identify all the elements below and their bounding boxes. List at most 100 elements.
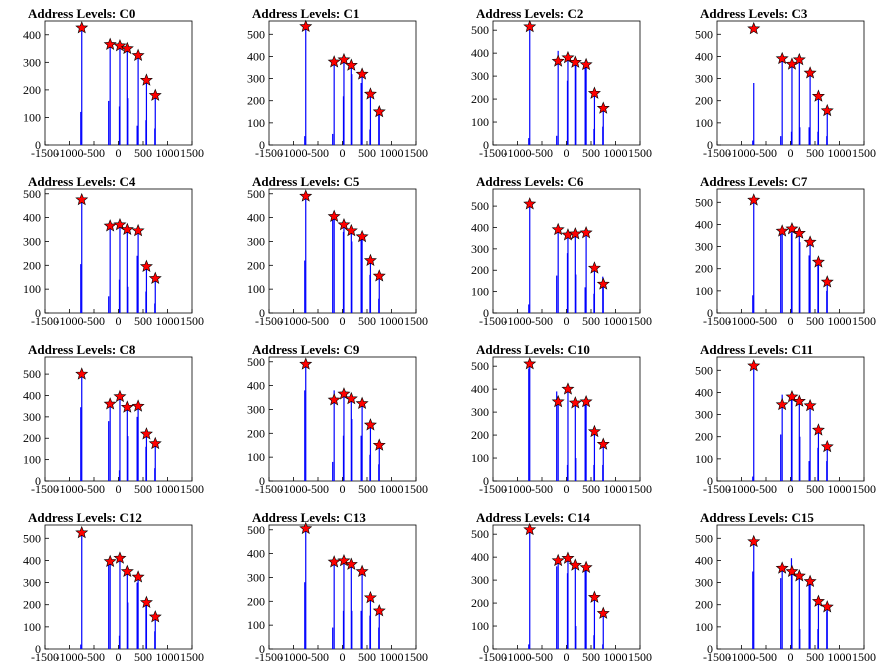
y-tick-label: 200 <box>23 431 41 445</box>
x-tick-label: -500 <box>531 482 553 496</box>
peak-marker <box>747 359 761 372</box>
y-tick-label: 100 <box>23 110 41 124</box>
peak-marker <box>148 88 162 101</box>
x-tick-label: 500 <box>134 650 152 664</box>
x-tick-label: 0 <box>564 314 570 328</box>
y-tick-label: 300 <box>247 234 265 248</box>
chart-svg: 0 100 200 300 400 500 -1500-1000 -500 0 500 1000 15… <box>695 20 876 160</box>
y-tick-label: 0 <box>707 306 713 320</box>
x-tick-label: 0 <box>564 146 570 160</box>
x-tick-label: 1000 <box>828 314 852 328</box>
x-tick-label: 1500 <box>180 482 204 496</box>
peak-marker <box>551 394 565 408</box>
peak-marker <box>363 418 377 431</box>
peak-marker <box>596 277 610 290</box>
peak-marker <box>299 521 313 535</box>
y-tick-label: 0 <box>707 642 713 656</box>
x-tick-label: 500 <box>582 146 600 160</box>
x-tick-label: -1500 <box>703 314 731 328</box>
x-tick-label: -1500 <box>703 482 731 496</box>
x-tick-label: 1000 <box>604 314 628 328</box>
x-tick-label: -1000 <box>728 650 756 664</box>
y-tick-label: 300 <box>695 576 713 590</box>
plot-frame <box>492 188 641 314</box>
peak-marker <box>355 396 369 410</box>
y-tick-label: 300 <box>23 410 41 424</box>
y-tick-label: 400 <box>695 385 713 399</box>
peak-marker <box>327 55 341 68</box>
peak-marker <box>596 437 610 450</box>
x-tick-label: 1500 <box>852 314 876 328</box>
x-tick-label: -1000 <box>280 146 308 160</box>
peak-marker <box>103 397 117 410</box>
y-tick-label: 100 <box>23 620 41 634</box>
x-tick-label: -1500 <box>479 482 507 496</box>
y-tick-label: 0 <box>483 138 489 152</box>
y-tick-label: 500 <box>695 195 713 209</box>
peak-marker <box>131 399 145 412</box>
y-tick-label: 200 <box>695 94 713 108</box>
y-tick-label: 400 <box>247 211 265 225</box>
x-tick-label: -1000 <box>56 650 84 664</box>
chart-svg: 0 100 200 300 400 500 -1500-1000 -500 0 500 1000 15… <box>471 356 652 496</box>
y-tick-label: 400 <box>247 379 265 393</box>
y-tick-label: 500 <box>247 27 265 41</box>
x-tick-label: 500 <box>134 146 152 160</box>
chart-title: Address Levels: C2 <box>476 6 584 21</box>
peak-marker <box>775 397 789 411</box>
y-tick-label: 100 <box>471 115 489 129</box>
y-tick-label: 0 <box>35 642 41 656</box>
x-tick-label: 0 <box>340 650 346 664</box>
y-tick-label: 500 <box>23 187 41 201</box>
peak-marker <box>803 574 817 587</box>
peak-marker <box>103 554 117 568</box>
x-tick-label: -500 <box>531 314 553 328</box>
y-tick-label: 200 <box>23 258 41 272</box>
peak-marker <box>587 424 601 438</box>
peak-marker <box>344 557 358 570</box>
peak-marker <box>775 561 789 574</box>
peak-marker <box>120 41 134 55</box>
peak-marker <box>372 104 386 118</box>
x-tick-label: 500 <box>582 314 600 328</box>
y-tick-label: 300 <box>695 240 713 254</box>
peak-marker <box>120 222 134 236</box>
y-tick-label: 100 <box>695 620 713 634</box>
x-tick-label: -1000 <box>280 482 308 496</box>
y-tick-label: 500 <box>23 531 41 545</box>
plot-frame <box>44 188 193 314</box>
y-tick-label: 200 <box>471 596 489 610</box>
peak-marker <box>587 86 601 99</box>
plot-frame <box>716 356 865 482</box>
y-tick-label: 100 <box>247 618 265 632</box>
y-tick-label: 100 <box>23 453 41 467</box>
y-tick-label: 200 <box>471 428 489 442</box>
chart-title: Address Levels: C12 <box>28 510 142 525</box>
y-tick-label: 500 <box>695 531 713 545</box>
y-tick-label: 400 <box>695 553 713 567</box>
x-tick-label: -500 <box>755 314 777 328</box>
x-tick-label: -500 <box>755 650 777 664</box>
peak-marker <box>372 604 386 617</box>
chart-svg: 0 100 200 300 400 500 -1500-1000 -500 0 500 1000 15… <box>247 521 428 664</box>
chart-svg: 0 100 200 300 400 500 -1500-1000 -500 0 500 1000 15… <box>695 524 876 664</box>
x-tick-label: -1000 <box>56 482 84 496</box>
chart-svg: 0 100 200 300 400 500 -1500-1000 -500 0 500 1000 15… <box>471 522 652 664</box>
y-tick-label: 100 <box>695 284 713 298</box>
y-tick-label: 100 <box>695 452 713 466</box>
x-tick-label: -1000 <box>280 314 308 328</box>
x-tick-label: -500 <box>83 146 105 160</box>
peak-marker <box>148 271 162 284</box>
x-tick-label: -500 <box>755 482 777 496</box>
x-tick-label: -500 <box>531 146 553 160</box>
x-tick-label: 0 <box>788 314 794 328</box>
chart-panel: Address Levels: C3 0 100 200 300 400 500 -1500-… <box>672 0 896 168</box>
x-tick-label: 0 <box>116 482 122 496</box>
x-tick-label: -1000 <box>280 650 308 664</box>
plot-frame <box>492 20 641 146</box>
peak-marker <box>131 223 145 237</box>
y-tick-label: 100 <box>695 116 713 130</box>
peak-marker <box>792 394 806 407</box>
peak-marker <box>579 394 593 408</box>
peak-marker <box>355 564 369 578</box>
